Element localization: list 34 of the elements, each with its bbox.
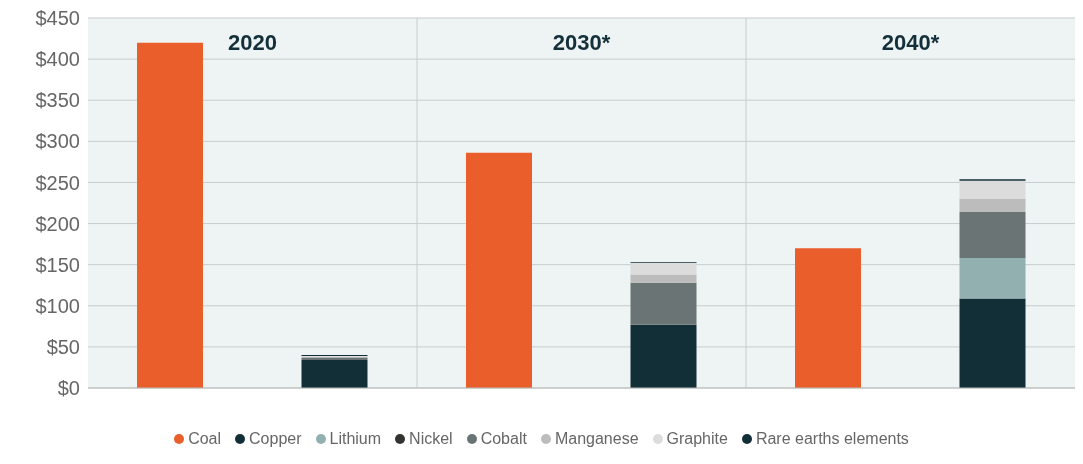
bar [630, 324, 697, 388]
bar [630, 282, 697, 325]
y-tick-label: $0 [57, 377, 80, 400]
legend-label: Copper [248, 430, 302, 448]
legend-label: Lithium [328, 430, 382, 448]
annotation: 2030* [551, 30, 612, 56]
legend-label: Manganese [553, 430, 639, 448]
legend-label: Graphite [665, 430, 728, 448]
legend-label: Cobalt [479, 430, 527, 448]
bar [959, 212, 1026, 259]
y-tick-label: $150 [35, 253, 80, 276]
bar [959, 198, 1026, 213]
y-tick-label: $400 [35, 48, 80, 71]
bar [959, 298, 1026, 388]
y-tick-label: $100 [35, 294, 80, 317]
bar [137, 42, 203, 388]
bar [795, 248, 861, 388]
bar [630, 274, 697, 283]
y-tick-label: $300 [35, 130, 80, 153]
y-tick-label: $250 [35, 171, 80, 194]
legend-label: Rare earths elements [754, 430, 909, 448]
legend-label: Nickel [408, 430, 453, 448]
bar [959, 258, 1026, 299]
y-tick-label: $350 [35, 89, 80, 112]
bar [466, 152, 532, 388]
y-tick-label: $50 [46, 335, 80, 358]
bar [959, 180, 1026, 199]
y-tick-label: $450 [35, 7, 80, 30]
annotation: 2040* [880, 30, 941, 56]
bar [630, 263, 697, 275]
y-tick-label: $200 [35, 212, 80, 235]
annotation: 2020 [227, 30, 278, 56]
bar [301, 360, 368, 388]
legend-label: Coal [187, 430, 222, 448]
